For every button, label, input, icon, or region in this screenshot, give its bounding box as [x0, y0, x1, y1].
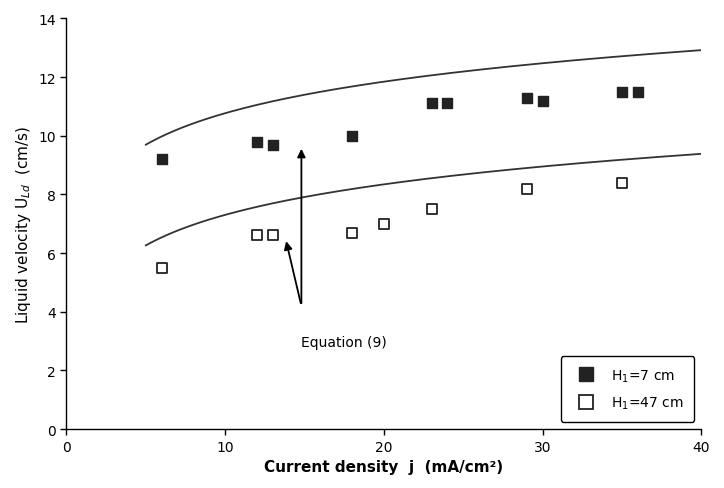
H$_1$=7 cm — [632, 89, 644, 97]
H$_1$=7 cm — [267, 142, 279, 149]
Y-axis label: Liquid velocity U$_{Ld}$  (cm/s): Liquid velocity U$_{Ld}$ (cm/s) — [14, 125, 33, 323]
H$_1$=7 cm — [537, 98, 549, 105]
H$_1$=47 cm — [378, 221, 390, 228]
H$_1$=47 cm — [251, 232, 263, 240]
H$_1$=47 cm — [267, 232, 279, 240]
H$_1$=47 cm — [521, 185, 533, 193]
H$_1$=47 cm — [426, 206, 437, 214]
H$_1$=47 cm — [156, 264, 167, 272]
H$_1$=47 cm — [616, 180, 628, 187]
H$_1$=7 cm — [346, 133, 358, 141]
Text: Equation (9): Equation (9) — [301, 336, 387, 349]
H$_1$=47 cm — [346, 229, 358, 237]
H$_1$=7 cm — [156, 156, 167, 164]
H$_1$=7 cm — [442, 101, 453, 108]
H$_1$=7 cm — [616, 89, 628, 97]
H$_1$=7 cm — [251, 139, 263, 146]
H$_1$=7 cm — [426, 101, 437, 108]
Legend: H$_1$=7 cm, H$_1$=47 cm: H$_1$=7 cm, H$_1$=47 cm — [560, 356, 694, 422]
H$_1$=7 cm — [521, 95, 533, 102]
X-axis label: Current density  j  (mA/cm²): Current density j (mA/cm²) — [264, 459, 503, 474]
